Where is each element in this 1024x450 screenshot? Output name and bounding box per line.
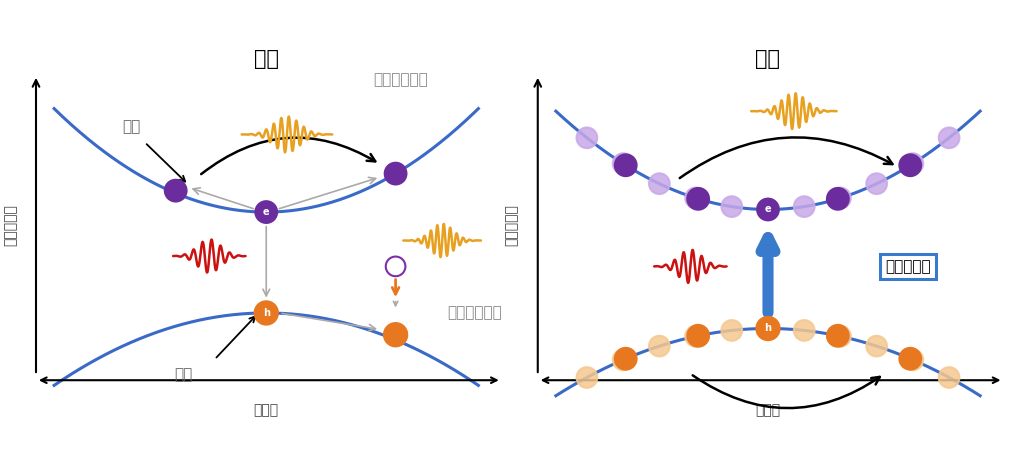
Text: バンド間分極: バンド間分極 [447, 306, 502, 320]
Text: e: e [263, 207, 269, 217]
Circle shape [165, 180, 186, 202]
Circle shape [577, 367, 597, 388]
Text: h: h [263, 308, 269, 318]
Circle shape [866, 173, 887, 194]
Text: エネルギー: エネルギー [505, 204, 519, 246]
Text: h: h [765, 324, 771, 333]
Circle shape [757, 198, 779, 220]
Circle shape [577, 127, 597, 148]
Circle shape [939, 127, 959, 148]
Text: 正孔: 正孔 [174, 368, 193, 382]
Circle shape [794, 196, 814, 217]
Circle shape [687, 188, 709, 210]
Circle shape [614, 348, 637, 369]
Circle shape [902, 153, 924, 174]
Circle shape [794, 320, 814, 341]
Circle shape [722, 320, 742, 341]
Text: 今回: 今回 [756, 49, 780, 69]
Circle shape [827, 325, 849, 346]
Text: 運動量: 運動量 [756, 404, 780, 418]
Circle shape [649, 173, 670, 194]
Circle shape [902, 350, 924, 370]
Circle shape [255, 302, 278, 324]
Text: バンド内電流: バンド内電流 [374, 72, 428, 88]
Text: 運動量: 運動量 [254, 404, 279, 418]
Circle shape [687, 325, 709, 346]
Text: 電子: 電子 [123, 119, 141, 134]
Circle shape [758, 318, 778, 339]
Circle shape [612, 350, 634, 370]
Circle shape [899, 348, 922, 369]
Text: 従来: 従来 [254, 49, 279, 69]
Circle shape [612, 153, 634, 174]
Circle shape [758, 199, 778, 220]
Circle shape [939, 367, 959, 388]
Circle shape [385, 163, 407, 184]
Circle shape [899, 154, 922, 176]
Circle shape [386, 256, 406, 276]
Circle shape [866, 336, 887, 356]
Circle shape [830, 188, 851, 208]
Circle shape [649, 336, 670, 356]
Text: e: e [765, 204, 771, 215]
Circle shape [255, 201, 278, 223]
Circle shape [757, 317, 779, 340]
Circle shape [685, 188, 706, 208]
Circle shape [384, 323, 408, 346]
Circle shape [614, 154, 637, 176]
Circle shape [827, 188, 849, 210]
Text: 非線形励起: 非線形励起 [885, 259, 931, 274]
Circle shape [685, 326, 706, 346]
Circle shape [830, 326, 851, 346]
Text: エネルギー: エネルギー [3, 204, 17, 246]
Circle shape [722, 196, 742, 217]
